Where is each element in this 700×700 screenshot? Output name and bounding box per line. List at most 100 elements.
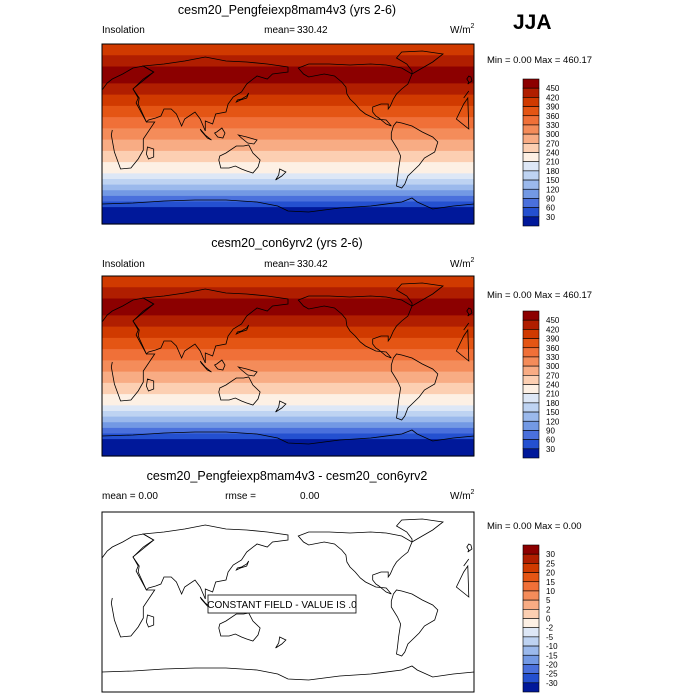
colorbar-tick-label: 90 — [546, 194, 555, 203]
colorbar-box — [522, 133, 540, 144]
season-label: JJA — [513, 11, 552, 34]
colorbar-tick-label: 300 — [546, 130, 560, 139]
colorbar-box — [522, 198, 540, 208]
heatmap-band — [102, 162, 474, 169]
heatmap-band — [102, 105, 474, 113]
coastline — [213, 359, 226, 371]
heatmap-band — [102, 94, 474, 101]
map-frame — [101, 511, 475, 693]
colorbar-box — [522, 124, 540, 135]
panel-2: cesm20_con6yrv2 (yrs 2-6) Insolation mean=… — [101, 236, 592, 459]
panel-title: cesm20_Pengfeiexp8mam4v3 - cesm20_con6yr… — [147, 469, 428, 483]
units-text: W/m — [450, 491, 471, 502]
heatmap-band — [102, 337, 474, 345]
coastline — [132, 56, 289, 132]
colorbar-box — [522, 411, 540, 422]
colorbar-box — [522, 664, 540, 674]
colorbar-box — [522, 356, 540, 367]
colorbar-tick-label: 420 — [546, 325, 560, 334]
coastline — [213, 127, 226, 139]
colorbar: 4504203903603303002702402101801501209060… — [522, 310, 560, 459]
colorbar-box — [522, 581, 540, 592]
heatmap-band — [102, 371, 474, 378]
heatmap-band — [102, 315, 474, 322]
colorbar-box — [522, 618, 540, 628]
heatmap-band — [102, 201, 474, 208]
units-label: W/m2 — [450, 23, 475, 36]
colorbar-tick-label: 180 — [546, 167, 560, 176]
colorbar-tick-label: -25 — [546, 670, 558, 679]
colorbar-tick-label: 360 — [546, 344, 560, 353]
colorbar-box — [522, 375, 540, 385]
left-label: Insolation — [102, 25, 145, 36]
colorbar-tick-label: 240 — [546, 381, 560, 390]
heatmap-band — [102, 366, 474, 373]
minmax-label: Min = 0.00 Max = 460.17 — [487, 55, 592, 66]
colorbar-box — [522, 572, 540, 583]
heatmap-band — [102, 77, 474, 84]
coastline — [145, 146, 155, 160]
units-superscript: 2 — [471, 23, 475, 30]
heatmap-band — [102, 433, 474, 440]
map-field — [101, 44, 475, 225]
coastline — [101, 665, 475, 681]
heatmap-band — [102, 184, 474, 191]
heatmap-band — [102, 450, 474, 457]
colorbar-box — [522, 627, 540, 638]
coastline — [132, 288, 289, 364]
colorbar-tick-label: 450 — [546, 316, 560, 325]
colorbar-box — [522, 78, 540, 89]
heatmap-band — [102, 117, 474, 124]
heatmap-band — [102, 382, 474, 390]
panel-title: cesm20_Pengfeiexp8mam4v3 (yrs 2-6) — [178, 3, 396, 17]
colorbar-box — [522, 97, 540, 107]
heatmap-band — [102, 173, 474, 180]
coastline — [237, 366, 258, 377]
colorbar-tick-label: 360 — [546, 112, 560, 121]
coastline — [218, 376, 261, 406]
colorbar-tick-label: 10 — [546, 587, 555, 596]
heatmap-band — [102, 343, 474, 350]
coastline — [297, 531, 413, 595]
coastline — [235, 324, 250, 335]
colorbar-tick-label: 180 — [546, 399, 560, 408]
units-label: W/m2 — [450, 257, 475, 270]
colorbar-tick-label: -10 — [546, 642, 558, 651]
colorbar-tick-label: -2 — [546, 624, 554, 633]
coastline — [218, 612, 261, 642]
coastline — [390, 353, 439, 421]
colorbar-box — [522, 319, 540, 330]
colorbar-tick-label: 15 — [546, 578, 555, 587]
colorbar-box — [522, 393, 540, 404]
heatmap-band — [102, 139, 474, 146]
colorbar-tick-label: -15 — [546, 651, 558, 660]
heatmap-band — [102, 394, 474, 401]
coastline — [145, 614, 155, 628]
heatmap-band — [102, 276, 474, 283]
coastline — [395, 50, 444, 75]
minmax-label: Min = 0.00 Max = 460.17 — [487, 290, 592, 301]
coastline — [466, 543, 473, 553]
heatmap-band — [102, 128, 474, 135]
heatmap-band — [102, 321, 474, 328]
annotation-box — [207, 594, 357, 614]
heatmap-band — [102, 399, 474, 406]
heatmap-band — [102, 411, 474, 418]
units-label: W/m2 — [450, 489, 475, 502]
colorbar-box — [522, 553, 540, 564]
heatmap-band — [102, 422, 474, 429]
colorbar-tick-label: 150 — [546, 408, 560, 417]
heatmap-band — [102, 44, 474, 51]
coastline — [101, 197, 475, 213]
heatmap-band — [102, 332, 474, 339]
heatmap-band — [102, 444, 474, 451]
colorbar-box — [522, 207, 540, 218]
panel-3: cesm20_Pengfeiexp8mam4v3 - cesm20_con6yr… — [101, 469, 582, 693]
left-label: Insolation — [102, 259, 145, 270]
colorbar-tick-label: 60 — [546, 436, 555, 445]
coastline — [466, 75, 473, 85]
coastline — [275, 400, 287, 413]
heatmap-band — [102, 281, 474, 288]
coastline — [199, 360, 212, 373]
